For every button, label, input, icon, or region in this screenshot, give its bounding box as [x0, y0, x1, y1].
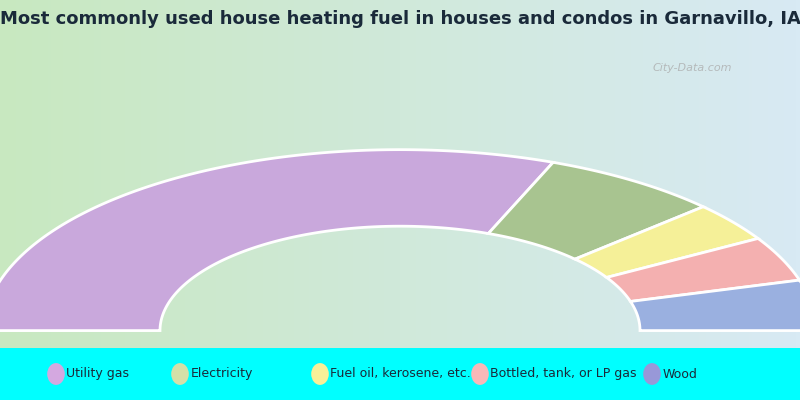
Ellipse shape — [311, 363, 329, 385]
Text: Utility gas: Utility gas — [66, 368, 130, 380]
Ellipse shape — [47, 363, 65, 385]
Polygon shape — [575, 207, 758, 278]
Text: Most commonly used house heating fuel in houses and condos in Garnavillo, IA: Most commonly used house heating fuel in… — [0, 10, 800, 28]
Polygon shape — [0, 150, 553, 330]
Polygon shape — [630, 280, 800, 330]
Ellipse shape — [643, 363, 661, 385]
Text: Fuel oil, kerosene, etc.: Fuel oil, kerosene, etc. — [330, 368, 471, 380]
Polygon shape — [606, 238, 799, 302]
Text: City-Data.com: City-Data.com — [652, 63, 732, 73]
Text: Electricity: Electricity — [190, 368, 253, 380]
Text: Bottled, tank, or LP gas: Bottled, tank, or LP gas — [490, 368, 637, 380]
Ellipse shape — [171, 363, 189, 385]
Text: Wood: Wood — [662, 368, 698, 380]
Ellipse shape — [471, 363, 489, 385]
Polygon shape — [488, 162, 703, 259]
